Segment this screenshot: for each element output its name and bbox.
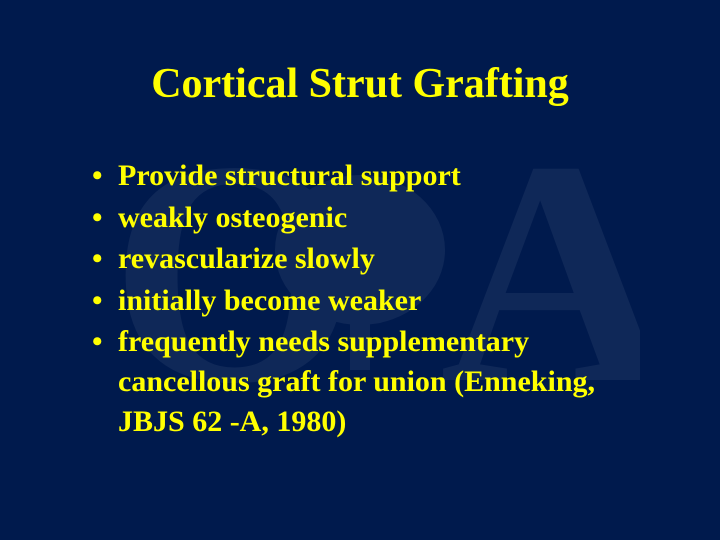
bullet-item: Provide structural support	[92, 156, 650, 196]
bullet-item: revascularize slowly	[92, 239, 650, 279]
bullet-list: Provide structural support weakly osteog…	[70, 156, 650, 441]
bullet-item: frequently needs supplementary cancellou…	[92, 322, 650, 441]
bullet-item: initially become weaker	[92, 281, 650, 321]
slide: O A Cortical Strut Grafting Provide stru…	[0, 0, 720, 540]
slide-title: Cortical Strut Grafting	[70, 60, 650, 108]
bullet-item: weakly osteogenic	[92, 198, 650, 238]
